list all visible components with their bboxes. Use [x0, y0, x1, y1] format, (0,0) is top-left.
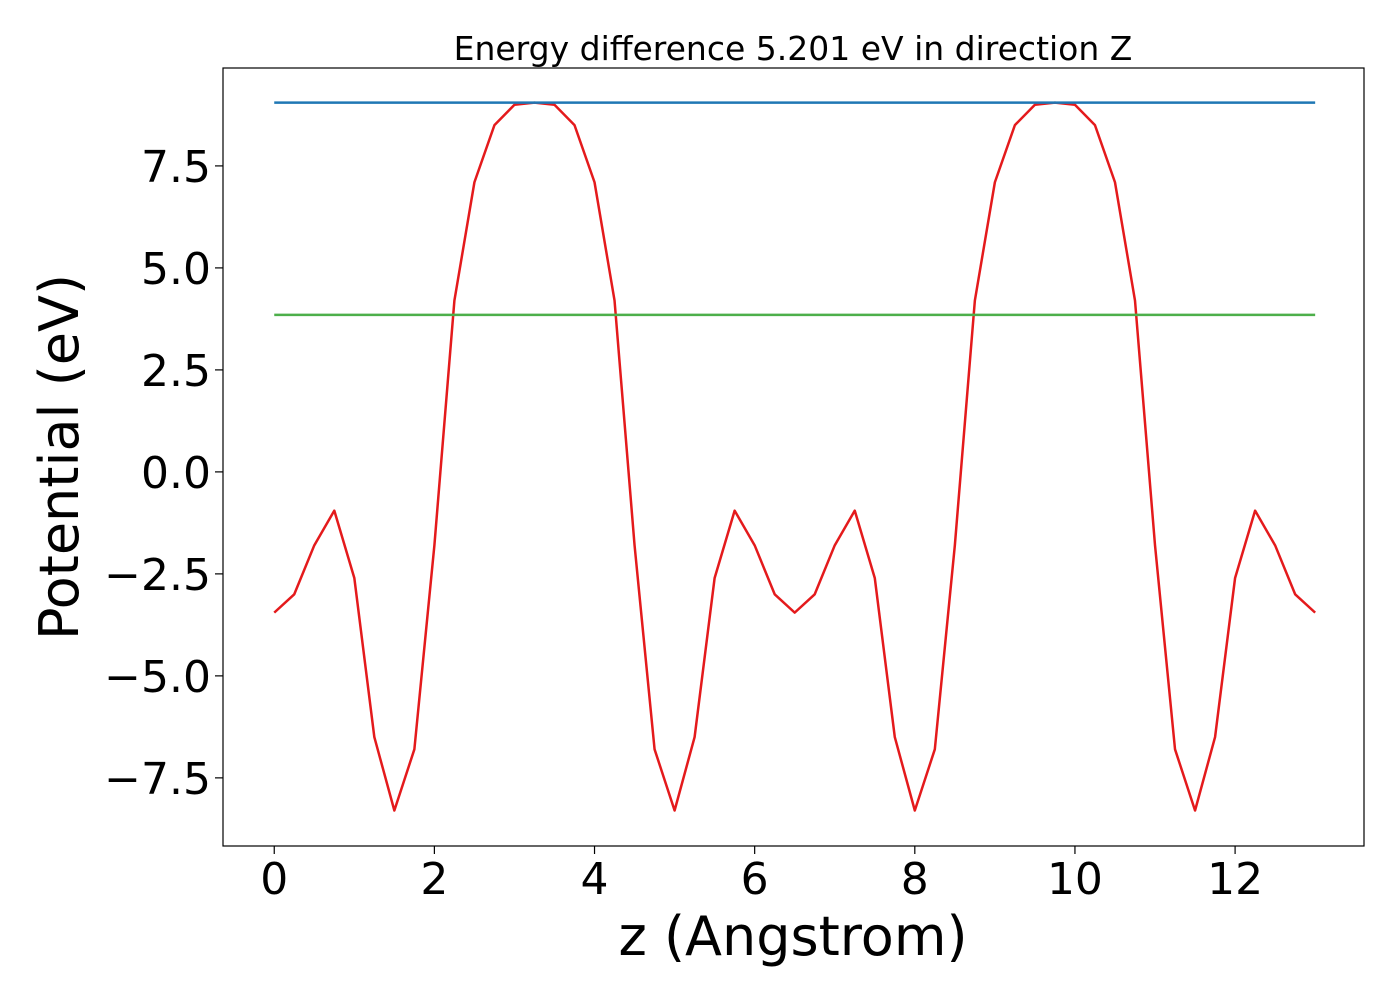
y-tick-label: −5.0	[104, 652, 211, 703]
chart-title: Energy difference 5.201 eV in direction …	[454, 29, 1133, 68]
y-axis-label: Potential (eV)	[28, 274, 91, 640]
x-tick-label: 12	[1207, 854, 1263, 905]
y-tick-label: 7.5	[141, 142, 211, 193]
x-tick-label: 0	[260, 854, 288, 905]
y-tick-label: −7.5	[104, 754, 211, 805]
x-axis-label: z (Angstrom)	[618, 905, 967, 968]
x-tick-label: 2	[420, 854, 448, 905]
y-tick-label: 0.0	[141, 448, 211, 499]
x-tick-label: 8	[901, 854, 929, 905]
x-tick-label: 4	[581, 854, 609, 905]
y-tick-label: 5.0	[141, 244, 211, 295]
x-tick-label: 10	[1047, 854, 1103, 905]
plot-frame	[222, 67, 1365, 847]
y-tick-label: −2.5	[104, 550, 211, 601]
y-tick-label: 2.5	[141, 346, 211, 397]
x-tick-label: 6	[741, 854, 769, 905]
series-line	[273, 101, 1317, 812]
